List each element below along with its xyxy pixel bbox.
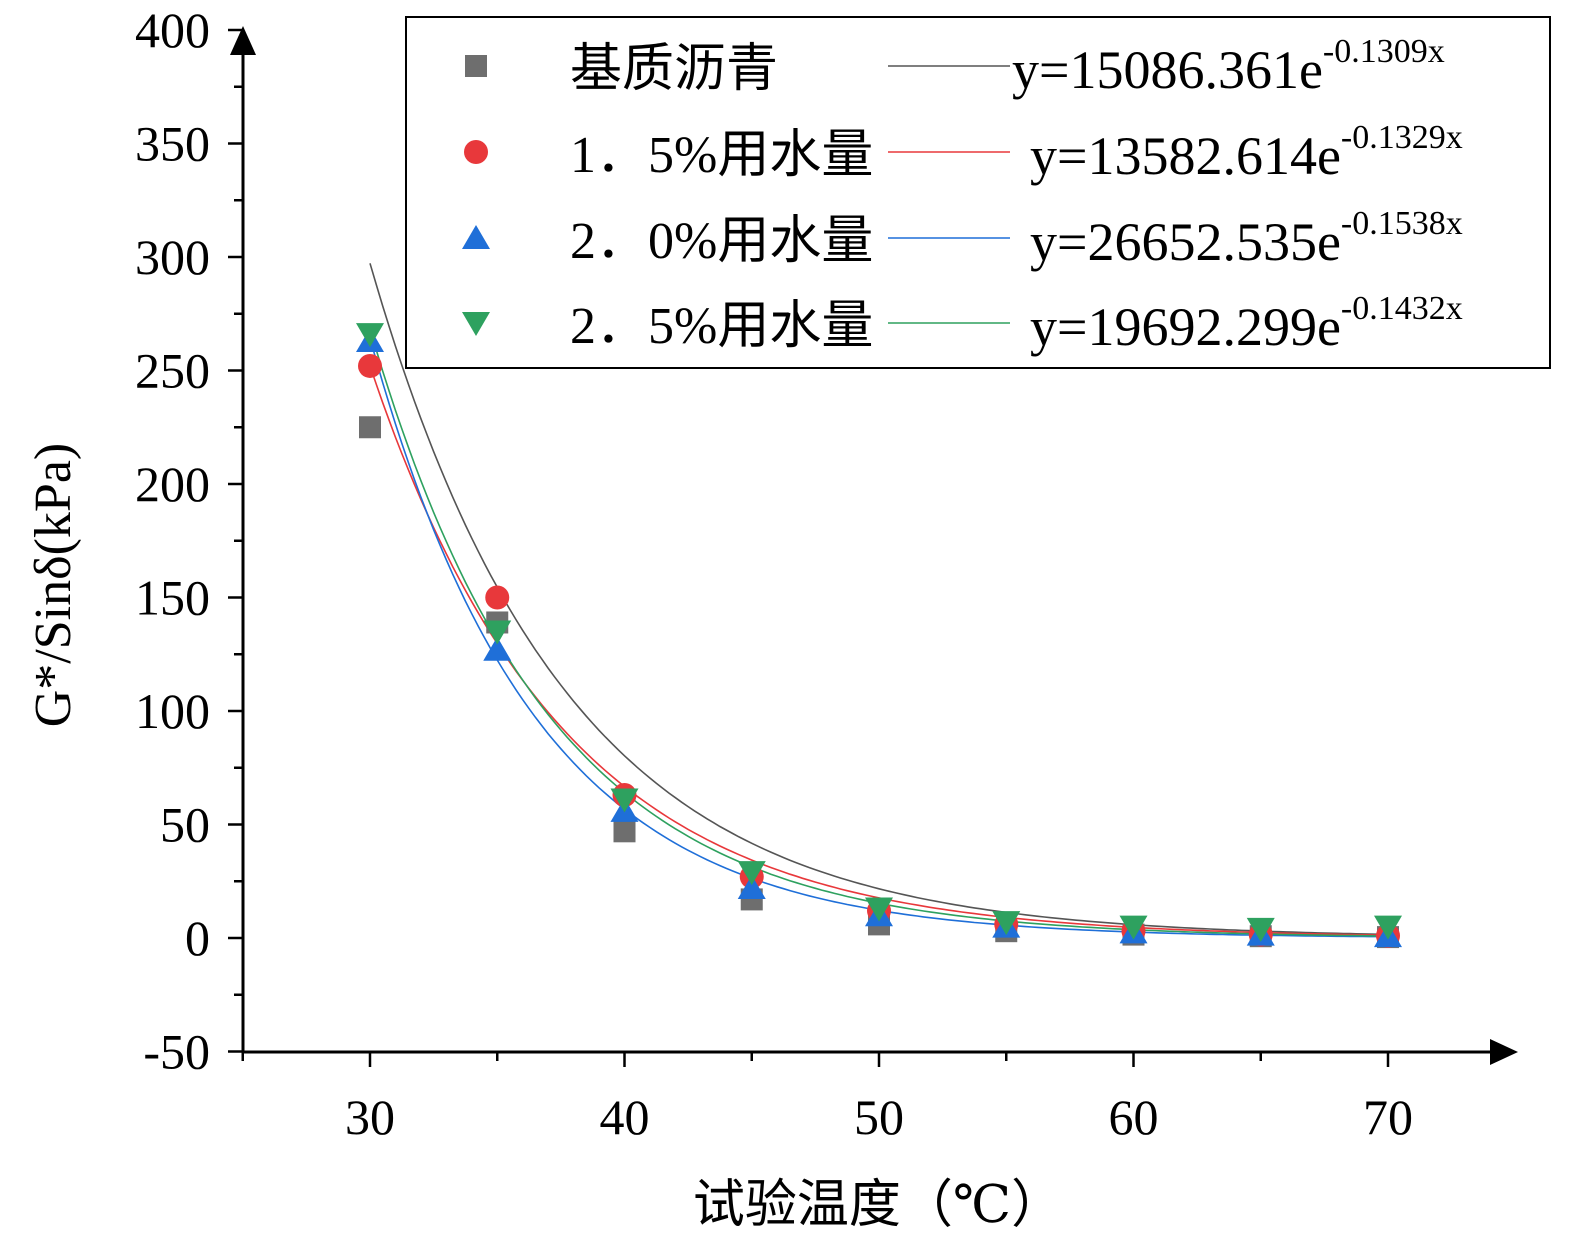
y-tick-label: 400 bbox=[135, 2, 210, 58]
data-point bbox=[865, 897, 893, 922]
legend: 基质沥青 y=15086.361e-0.1309x 1．5%用水量 y=13582.6… bbox=[405, 16, 1551, 369]
y-tick-label: -50 bbox=[143, 1024, 210, 1080]
legend-equation: y=15086.361e-0.1309x bbox=[1012, 33, 1445, 100]
legend-label: 2．5%用水量 bbox=[570, 298, 873, 355]
y-axis-arrow bbox=[230, 26, 256, 55]
y-axis-title: G*/Sinδ(kPa) bbox=[25, 443, 82, 728]
y-tick-label: 150 bbox=[135, 570, 210, 626]
x-axis-arrow bbox=[1490, 1039, 1518, 1065]
data-point bbox=[483, 620, 512, 645]
legend-label: 1．5%用水量 bbox=[570, 127, 873, 184]
fit-curve bbox=[369, 338, 1388, 938]
x-tick-label: 30 bbox=[345, 1089, 395, 1145]
legend-equation: y=13582.614e-0.1329x bbox=[1030, 119, 1463, 186]
markers-layer bbox=[356, 323, 1402, 949]
x-tick-label: 60 bbox=[1109, 1089, 1159, 1145]
data-point bbox=[485, 585, 510, 610]
x-tick-label: 50 bbox=[854, 1089, 904, 1145]
legend-marker bbox=[462, 225, 490, 249]
y-tick-label: 250 bbox=[135, 343, 210, 399]
x-axis-title: 试验温度（℃） bbox=[693, 1177, 1063, 1234]
y-tick-label: 350 bbox=[135, 116, 210, 172]
data-point bbox=[610, 788, 639, 813]
data-point bbox=[1374, 915, 1402, 940]
data-point bbox=[1119, 915, 1148, 940]
y-tick-label: 200 bbox=[135, 456, 210, 512]
legend-box bbox=[405, 16, 1551, 369]
data-point bbox=[613, 820, 636, 843]
y-tick-label: 300 bbox=[135, 229, 210, 285]
data-point bbox=[737, 861, 766, 886]
axes-layer: 30 40 50 60 70 -50 0 50 100 150 200 250 300 350 400 bbox=[135, 2, 1518, 1145]
data-point bbox=[358, 353, 382, 378]
data-point bbox=[992, 911, 1021, 936]
legend-equation: y=26652.535e-0.1538x bbox=[1030, 205, 1463, 272]
legend-equation: y=19692.299e-0.1432x bbox=[1030, 290, 1463, 357]
legend-marker bbox=[462, 312, 490, 336]
x-tick-label: 70 bbox=[1363, 1089, 1413, 1145]
data-point bbox=[737, 875, 766, 900]
data-point bbox=[359, 416, 381, 439]
data-point bbox=[356, 323, 384, 348]
y-tick-label: 100 bbox=[135, 683, 210, 739]
y-tick-label: 50 bbox=[160, 797, 210, 853]
legend-label: 2．0%用水量 bbox=[570, 213, 873, 270]
legend-marker bbox=[464, 140, 488, 164]
fit-curve bbox=[369, 365, 1389, 936]
y-tick-label: 0 bbox=[185, 910, 210, 966]
legend-label: 基质沥青 bbox=[570, 41, 778, 98]
legend-marker bbox=[465, 55, 487, 77]
data-point bbox=[483, 636, 512, 661]
fit-curve bbox=[369, 263, 1389, 936]
fit-curve bbox=[369, 328, 1389, 937]
data-point bbox=[1246, 917, 1275, 942]
x-tick-label: 40 bbox=[600, 1089, 650, 1145]
